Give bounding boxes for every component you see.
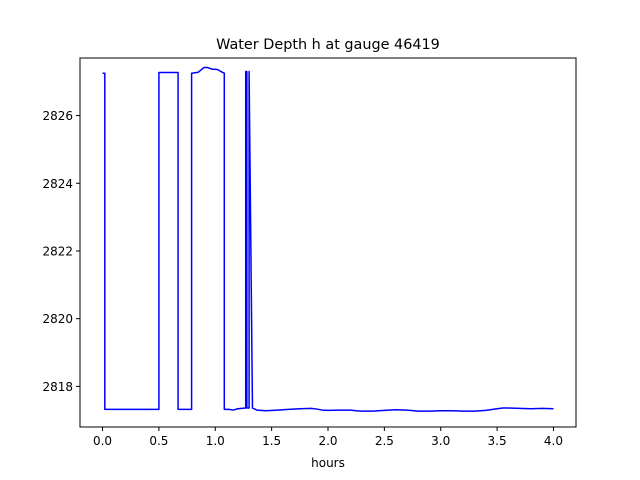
- y-axis-ticks: 2818 2820 2822 2824 2826: [42, 109, 80, 394]
- y-tick-label: 2818: [42, 380, 73, 394]
- x-tick-label: 3.0: [431, 434, 450, 448]
- x-tick-label: 2.0: [318, 434, 337, 448]
- chart-title: Water Depth h at gauge 46419: [216, 37, 440, 53]
- x-tick-label: 1.0: [206, 434, 225, 448]
- y-tick-label: 2824: [42, 177, 73, 191]
- y-tick-label: 2820: [42, 312, 73, 326]
- axes-frame: [79, 57, 577, 428]
- x-axis-ticks: 0.0 0.5 1.0 1.5 2.0 2.5 3.0 3.5 4.0: [93, 427, 563, 448]
- x-tick-label: 0.0: [93, 434, 112, 448]
- x-axis-label: hours: [311, 456, 345, 470]
- x-tick-label: 1.5: [262, 434, 281, 448]
- series-line: [102, 66, 554, 412]
- x-tick-label: 2.5: [375, 434, 394, 448]
- plot-area: [102, 66, 554, 412]
- x-tick-label: 0.5: [149, 434, 168, 448]
- y-tick-label: 2822: [42, 244, 73, 258]
- x-tick-label: 3.5: [488, 434, 507, 448]
- x-tick-label: 4.0: [544, 434, 563, 448]
- y-tick-label: 2826: [42, 109, 73, 123]
